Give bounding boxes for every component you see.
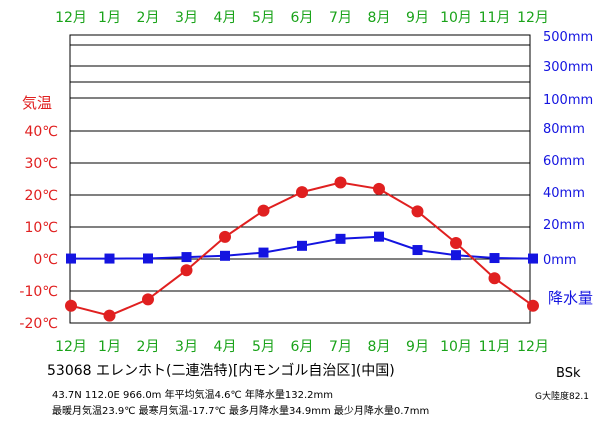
precipitation-axis-label: 降水量 [548, 289, 593, 307]
month-label-top: 6月 [291, 10, 314, 26]
temperature-point [103, 309, 116, 322]
temperature-tick-label: 20℃ [24, 188, 58, 204]
temperature-tick-label: -10℃ [19, 284, 58, 300]
precipitation-point [297, 240, 307, 251]
month-label-bottom: 6月 [291, 339, 314, 355]
precipitation-tick-label: 500mm [543, 30, 593, 45]
station-stats-line1: 43.7N 112.0E 966.0m 年平均気温4.6℃ 年降水量132.2m… [52, 390, 334, 401]
precipitation-tick-label: 0mm [543, 253, 577, 268]
month-label-bottom: 8月 [368, 339, 391, 355]
precipitation-tick-labels: 500mm 300mm 100mm 80mm 60mm 40mm 20mm 0mm [543, 30, 593, 268]
data-series [65, 176, 539, 322]
month-label-top: 1月 [98, 10, 121, 26]
month-label-bottom: 1月 [98, 339, 121, 355]
month-labels-bottom: 12月 1月 2月 3月 4月 5月 6月 7月 8月 9月 10月 11月 12月 [55, 339, 549, 355]
month-label-bottom: 3月 [175, 339, 198, 355]
climate-chart: 12月 1月 2月 3月 4月 5月 6月 7月 8月 9月 10月 11月 12月 12月 1月 2月 3月… [19, 10, 593, 355]
temperature-tick-label: 40℃ [24, 124, 58, 140]
month-label-bottom: 7月 [329, 339, 352, 355]
precipitation-point [335, 233, 346, 244]
temperature-point [334, 176, 347, 189]
temperature-point [65, 299, 77, 312]
temperature-tick-label: -20℃ [19, 316, 58, 332]
month-label-bottom: 10月 [440, 339, 472, 355]
month-label-bottom: 4月 [214, 339, 237, 355]
month-label-bottom: 5月 [252, 339, 275, 355]
month-label-bottom: 2月 [137, 339, 160, 355]
precipitation-tick-label: 300mm [543, 60, 593, 75]
precipitation-point [451, 250, 461, 261]
temperature-point [373, 182, 385, 195]
grid-lines [69, 34, 531, 324]
precipitation-point [528, 253, 538, 264]
month-labels-top: 12月 1月 2月 3月 4月 5月 6月 7月 8月 9月 10月 11月 12月 [55, 10, 549, 26]
precipitation-tick-label: 20mm [543, 218, 585, 233]
precipitation-tick-label: 100mm [543, 93, 593, 108]
precipitation-tick-label: 80mm [543, 122, 585, 137]
temperature-axis-label: 気温 [22, 94, 52, 112]
month-label-top: 2月 [137, 10, 160, 26]
month-label-top: 11月 [479, 10, 511, 26]
temperature-point [527, 299, 539, 312]
precipitation-point [66, 253, 76, 264]
precipitation-tick-label: 40mm [543, 186, 585, 201]
precipitation-point [181, 252, 192, 263]
precipitation-point [220, 250, 230, 261]
continentality-index: G大陸度82.1 [535, 392, 590, 402]
temperature-tick-label: 10℃ [24, 220, 58, 236]
station-stats-line2: 最暖月気温23.9℃ 最寒月気温-17.7℃ 最多月降水量34.9mm 最少月降… [52, 406, 430, 417]
precipitation-point [258, 247, 269, 258]
temperature-point [450, 237, 462, 249]
temperature-point [180, 264, 193, 277]
koppen-class: BSk [556, 366, 581, 381]
temperature-point [142, 293, 154, 306]
plot-frame [69, 34, 531, 324]
temperature-tick-label: 0℃ [33, 252, 58, 268]
precipitation-point [412, 245, 423, 256]
month-label-top: 7月 [329, 10, 352, 26]
month-label-top: 4月 [214, 10, 237, 26]
month-label-bottom: 9月 [406, 339, 429, 355]
precipitation-point [489, 253, 500, 264]
precipitation-point [374, 231, 384, 242]
temperature-point [488, 272, 501, 285]
month-label-top: 12月 [55, 10, 87, 26]
precipitation-point [104, 253, 115, 264]
temperature-point [411, 205, 424, 218]
month-label-top: 9月 [406, 10, 429, 26]
precipitation-point [143, 253, 153, 264]
month-label-bottom: 12月 [517, 339, 549, 355]
month-label-top: 8月 [368, 10, 391, 26]
precipitation-tick-label: 60mm [543, 154, 585, 169]
month-label-bottom: 11月 [479, 339, 511, 355]
station-name: 53068 エレンホト(二連浩特)[内モンゴル自治区](中国) [47, 363, 395, 379]
month-label-top: 5月 [252, 10, 275, 26]
month-label-top: 3月 [175, 10, 198, 26]
temperature-point [219, 230, 231, 243]
temperature-point [257, 204, 270, 217]
month-label-top: 10月 [440, 10, 472, 26]
temperature-tick-label: 30℃ [24, 156, 58, 172]
month-label-bottom: 12月 [55, 339, 87, 355]
month-label-top: 12月 [517, 10, 549, 26]
temperature-tick-labels: 40℃ 30℃ 20℃ 10℃ 0℃ -10℃ -20℃ [19, 124, 58, 332]
temperature-point [296, 186, 308, 199]
